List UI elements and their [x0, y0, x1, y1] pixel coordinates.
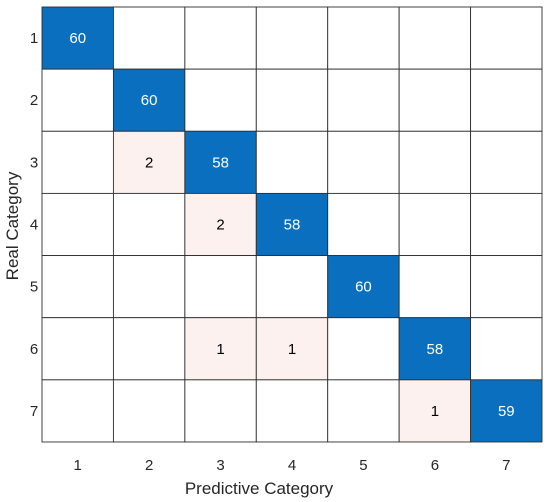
cell-value-r7-c7: 59 [498, 403, 515, 420]
y-tick-label: 3 [30, 154, 38, 171]
heatmap-cell-r6-c5 [327, 317, 400, 381]
heatmap-cell-r3-c1 [41, 130, 114, 194]
heatmap-cell-r6-c2 [112, 317, 186, 381]
heatmap-cell-r7-c3 [184, 379, 257, 443]
heatmap-cell-r4-c6 [398, 192, 472, 257]
heatmap-cell-r6-c7 [470, 317, 543, 381]
heatmap-cell-r3-c7 [470, 130, 543, 194]
heatmap-cell-r2-c5 [327, 68, 400, 132]
y-tick-label: 7 [30, 403, 38, 420]
cell-value-r4-c4: 58 [284, 216, 301, 233]
heatmap-cell-r7-c5 [327, 379, 400, 443]
cell-value-r2-c2: 60 [141, 92, 158, 109]
cell-layer [41, 6, 543, 443]
heatmap-cell-r3-c4 [255, 130, 329, 194]
x-tick-label: 2 [145, 457, 153, 474]
x-tick-label: 5 [359, 457, 367, 474]
heatmap-cell-r6-c1 [41, 317, 114, 381]
cell-value-r6-c4: 1 [288, 341, 296, 358]
heatmap-cell-r1-c7 [470, 6, 543, 70]
heatmap-cell-r7-c6 [398, 379, 472, 443]
heatmap-cell-r5-c3 [184, 255, 257, 319]
heatmap-cell-r4-c4 [255, 192, 329, 257]
x-tick-label: 3 [216, 457, 224, 474]
heatmap-cell-r4-c1 [41, 192, 114, 257]
heatmap-cell-r7-c7 [470, 379, 543, 443]
cell-value-r5-c5: 60 [355, 279, 372, 296]
x-tick-label: 1 [74, 457, 82, 474]
y-tick-label: 4 [30, 216, 38, 233]
heatmap-cell-r5-c7 [470, 255, 543, 319]
heatmap-cell-r5-c1 [41, 255, 114, 319]
x-tick-label: 6 [431, 457, 439, 474]
x-tick-label: 7 [502, 457, 510, 474]
heatmap-cell-r6-c3 [184, 317, 257, 381]
heatmap-cell-r7-c1 [41, 379, 114, 443]
heatmap-cell-r3-c2 [112, 130, 186, 194]
heatmap-cell-r5-c2 [112, 255, 186, 319]
heatmap-cell-r3-c3 [184, 130, 257, 194]
x-axis-ticks: 1 2 3 4 5 6 7 [74, 457, 511, 474]
heatmap-cell-r7-c2 [112, 379, 186, 443]
y-tick-label: 5 [30, 279, 38, 296]
cell-value-r4-c3: 2 [216, 216, 224, 233]
heatmap-cell-r1-c5 [327, 6, 400, 70]
heatmap-cell-r1-c6 [398, 6, 472, 70]
cell-value-r6-c6: 58 [427, 341, 444, 358]
heatmap-cell-r1-c2 [112, 6, 186, 70]
heatmap-cell-r6-c4 [255, 317, 329, 381]
heatmap-cell-r4-c2 [112, 192, 186, 257]
heatmap-cell-r1-c4 [255, 6, 329, 70]
y-tick-label: 1 [30, 30, 38, 47]
cell-value-r3-c2: 2 [145, 154, 153, 171]
y-tick-label: 6 [30, 341, 38, 358]
x-axis-label: Predictive Category [185, 479, 334, 498]
heatmap-cell-r5-c4 [255, 255, 329, 319]
cell-value-r6-c3: 1 [216, 341, 224, 358]
heatmap-cell-r2-c1 [41, 68, 114, 132]
heatmap-cell-r4-c7 [470, 192, 543, 257]
cell-value-r1-c1: 60 [69, 30, 86, 47]
cell-value-r3-c3: 58 [212, 154, 229, 171]
heatmap-cell-r5-c6 [398, 255, 472, 319]
heatmap-cell-r3-c6 [398, 130, 472, 194]
cell-value-r7-c6: 1 [431, 403, 439, 420]
heatmap-cell-r2-c4 [255, 68, 329, 132]
y-axis-label: Real Category [3, 171, 22, 280]
heatmap-cell-r2-c3 [184, 68, 257, 132]
x-tick-label: 4 [288, 457, 296, 474]
heatmap-cell-r7-c4 [255, 379, 329, 443]
heatmap-cell-r1-c3 [184, 6, 257, 70]
heatmap-cell-r4-c5 [327, 192, 400, 257]
heatmap-cell-r2-c6 [398, 68, 472, 132]
heatmap-cell-r2-c7 [470, 68, 543, 132]
cell-label-layer: 60 60 2 58 2 58 60 1 1 58 1 59 [69, 30, 514, 420]
y-axis-ticks: 1 2 3 4 5 6 7 [30, 30, 38, 420]
y-tick-label: 2 [30, 92, 38, 109]
heatmap-cell-r1-c1 [41, 6, 114, 70]
heatmap-cell-r3-c5 [327, 130, 400, 194]
